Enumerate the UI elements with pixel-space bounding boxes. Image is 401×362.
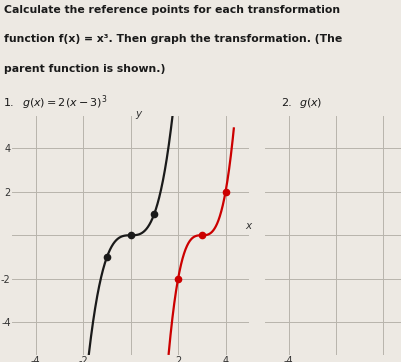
Text: $g(x)$: $g(x)$ — [299, 96, 322, 110]
Text: 1.: 1. — [4, 98, 14, 108]
Text: parent function is shown.): parent function is shown.) — [4, 64, 165, 74]
Text: Calculate the reference points for each transformation: Calculate the reference points for each … — [4, 4, 339, 14]
Text: x: x — [245, 221, 251, 231]
Text: $g(x) = 2(x-3)^3$: $g(x) = 2(x-3)^3$ — [22, 94, 107, 113]
Text: y: y — [135, 109, 141, 119]
Text: 2.: 2. — [281, 98, 292, 108]
Text: function f(x) = x³. Then graph the transformation. (The: function f(x) = x³. Then graph the trans… — [4, 34, 341, 45]
